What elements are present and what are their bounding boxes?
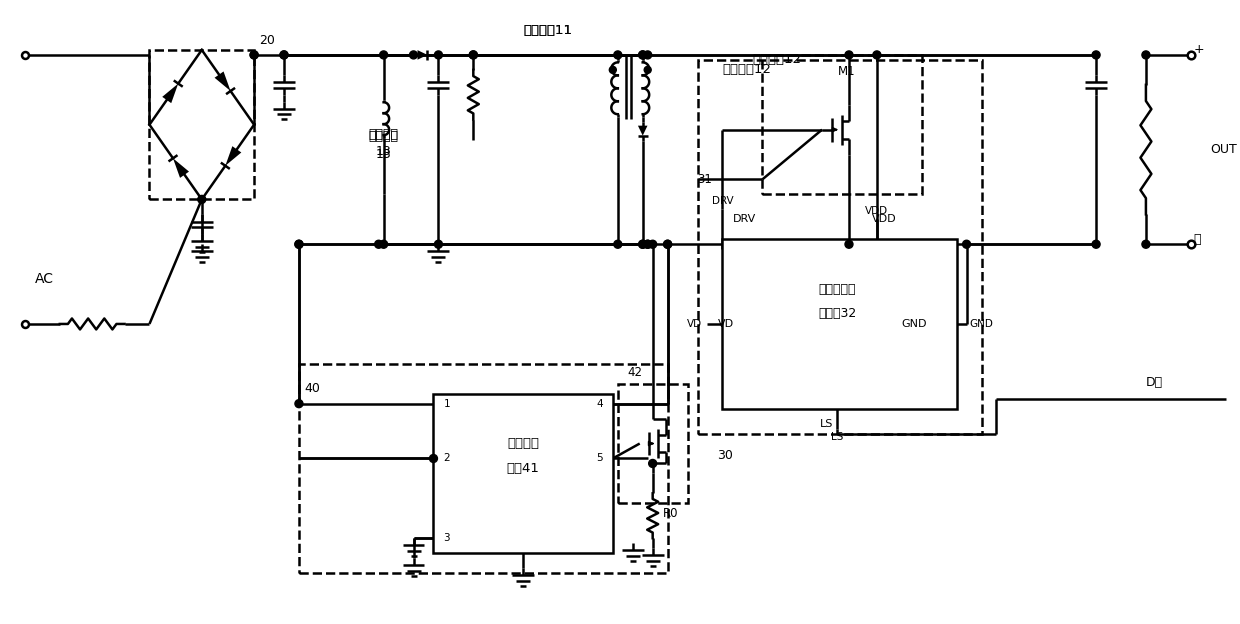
- Circle shape: [639, 51, 647, 59]
- Circle shape: [649, 240, 657, 248]
- Circle shape: [295, 240, 303, 248]
- Circle shape: [250, 51, 258, 59]
- Circle shape: [844, 51, 853, 59]
- Text: 20: 20: [259, 34, 275, 47]
- Polygon shape: [226, 146, 242, 166]
- Circle shape: [663, 240, 672, 248]
- Text: VDD: VDD: [866, 207, 888, 217]
- Circle shape: [429, 454, 438, 462]
- Text: DRV: DRV: [712, 197, 733, 207]
- Circle shape: [614, 51, 621, 59]
- Text: R0: R0: [662, 507, 678, 520]
- Text: GND: GND: [970, 319, 993, 329]
- Text: 同步整流辅: 同步整流辅: [818, 283, 856, 296]
- Text: +: +: [1194, 44, 1204, 56]
- Circle shape: [469, 51, 477, 59]
- Text: 42: 42: [627, 366, 642, 379]
- Bar: [150, 50, 254, 200]
- Text: 30: 30: [718, 449, 733, 462]
- Circle shape: [844, 240, 853, 248]
- Circle shape: [379, 51, 388, 59]
- Text: 次级绕组12: 次级绕组12: [723, 64, 771, 76]
- Bar: [723, 239, 956, 409]
- Circle shape: [663, 240, 672, 248]
- Text: 4: 4: [596, 399, 603, 409]
- Text: 芯片41: 芯片41: [507, 462, 539, 475]
- Text: VD: VD: [718, 319, 734, 329]
- Circle shape: [649, 459, 657, 467]
- Text: 5: 5: [596, 454, 603, 464]
- Circle shape: [609, 66, 616, 74]
- Text: LS: LS: [821, 419, 833, 429]
- Bar: [618, 384, 687, 504]
- Text: AC: AC: [36, 272, 55, 286]
- Circle shape: [469, 51, 477, 59]
- Polygon shape: [418, 50, 428, 60]
- Text: 31: 31: [698, 173, 713, 186]
- Text: 13: 13: [376, 148, 392, 161]
- Circle shape: [639, 240, 647, 248]
- Text: LS: LS: [831, 432, 843, 442]
- Text: VDD: VDD: [872, 214, 897, 225]
- Text: 初级绕组11: 初级绕组11: [523, 24, 573, 37]
- Circle shape: [295, 240, 303, 248]
- Text: 初级绕组11: 初级绕组11: [523, 24, 573, 37]
- Text: OUT: OUT: [1210, 143, 1238, 156]
- Text: 初级控制: 初级控制: [507, 437, 539, 450]
- Text: M1: M1: [838, 65, 856, 78]
- Circle shape: [645, 66, 651, 74]
- Bar: [698, 60, 982, 434]
- Text: 13: 13: [376, 145, 392, 158]
- Text: 3: 3: [444, 533, 450, 544]
- Circle shape: [1142, 240, 1149, 248]
- Circle shape: [434, 240, 443, 248]
- Text: 辅助绕组: 辅助绕组: [368, 130, 398, 143]
- Bar: [299, 364, 667, 573]
- Polygon shape: [162, 84, 179, 103]
- Text: 助芯片32: 助芯片32: [818, 308, 856, 321]
- Circle shape: [639, 240, 647, 248]
- Circle shape: [409, 51, 418, 59]
- Bar: [434, 394, 613, 553]
- Text: DRV: DRV: [733, 214, 755, 225]
- Circle shape: [644, 240, 652, 248]
- Circle shape: [379, 240, 388, 248]
- Circle shape: [873, 51, 880, 59]
- Circle shape: [280, 51, 288, 59]
- Circle shape: [434, 51, 443, 59]
- Text: 2: 2: [444, 454, 450, 464]
- Text: 1: 1: [444, 399, 450, 409]
- Circle shape: [644, 51, 652, 59]
- Text: －: －: [1194, 233, 1202, 246]
- Circle shape: [295, 400, 303, 407]
- Circle shape: [1142, 51, 1149, 59]
- Text: D线: D线: [1146, 376, 1163, 389]
- Circle shape: [962, 240, 971, 248]
- Text: GND: GND: [901, 319, 928, 329]
- Circle shape: [614, 240, 621, 248]
- Text: VD: VD: [687, 319, 703, 329]
- Text: 40: 40: [304, 383, 320, 395]
- Text: 次级绕组12: 次级绕组12: [753, 54, 801, 66]
- Circle shape: [198, 195, 206, 203]
- Circle shape: [639, 51, 647, 59]
- Circle shape: [374, 240, 383, 248]
- Circle shape: [1092, 51, 1100, 59]
- Circle shape: [644, 240, 652, 248]
- Text: 辅助绕组: 辅助绕组: [368, 128, 398, 141]
- Polygon shape: [215, 72, 231, 91]
- Circle shape: [280, 51, 288, 59]
- Circle shape: [250, 51, 258, 59]
- Circle shape: [1092, 240, 1100, 248]
- Polygon shape: [637, 125, 647, 135]
- Bar: [763, 55, 921, 195]
- Polygon shape: [174, 158, 188, 178]
